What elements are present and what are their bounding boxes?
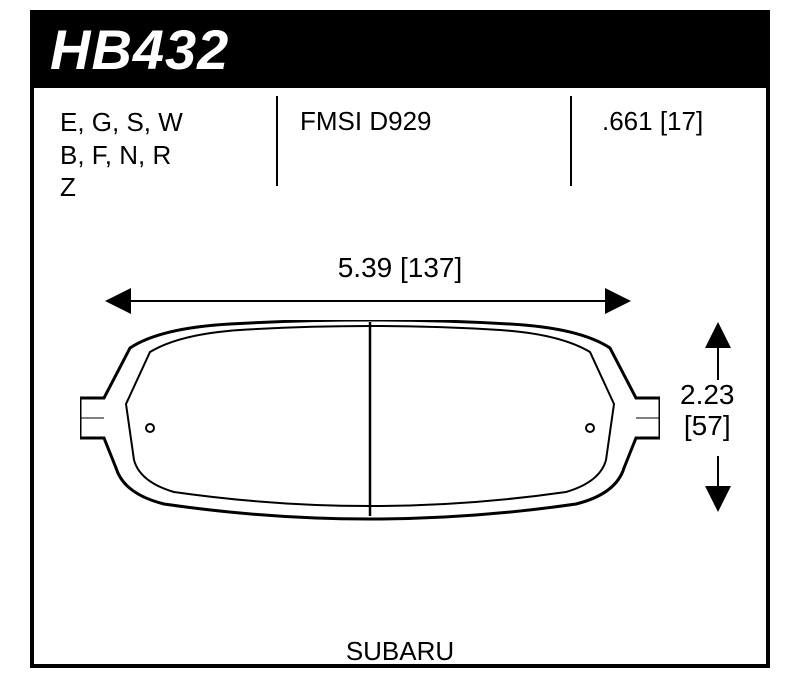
height-arrow-down-icon — [705, 486, 731, 512]
header-bar: HB432 — [30, 10, 770, 88]
width-dimension-line — [128, 300, 608, 302]
vehicle-make-label: SUBARU — [0, 636, 800, 667]
part-number: HB432 — [50, 17, 229, 82]
height-dimension-line-lower — [717, 456, 719, 488]
codes-line-2: B, F, N, R — [60, 139, 183, 172]
width-dimension-label: 5.39 [137] — [0, 252, 800, 284]
brake-pad-drawing — [80, 320, 660, 530]
height-arrow-up-icon — [705, 322, 731, 348]
compound-codes: E, G, S, W B, F, N, R Z — [60, 106, 183, 204]
codes-line-3: Z — [60, 171, 183, 204]
height-dimension-line-upper — [717, 346, 719, 380]
column-divider-2 — [570, 96, 572, 186]
width-arrow-left-icon — [105, 288, 131, 314]
column-divider-1 — [276, 96, 278, 186]
thickness-dimension: .661 [17] — [602, 106, 703, 137]
codes-line-1: E, G, S, W — [60, 106, 183, 139]
height-dimension-label: 2.23 [57] — [680, 380, 735, 442]
fmsi-code: FMSI D929 — [300, 106, 432, 137]
width-arrow-right-icon — [605, 288, 631, 314]
height-in: 2.23 — [680, 380, 735, 411]
height-mm: [57] — [680, 411, 735, 442]
